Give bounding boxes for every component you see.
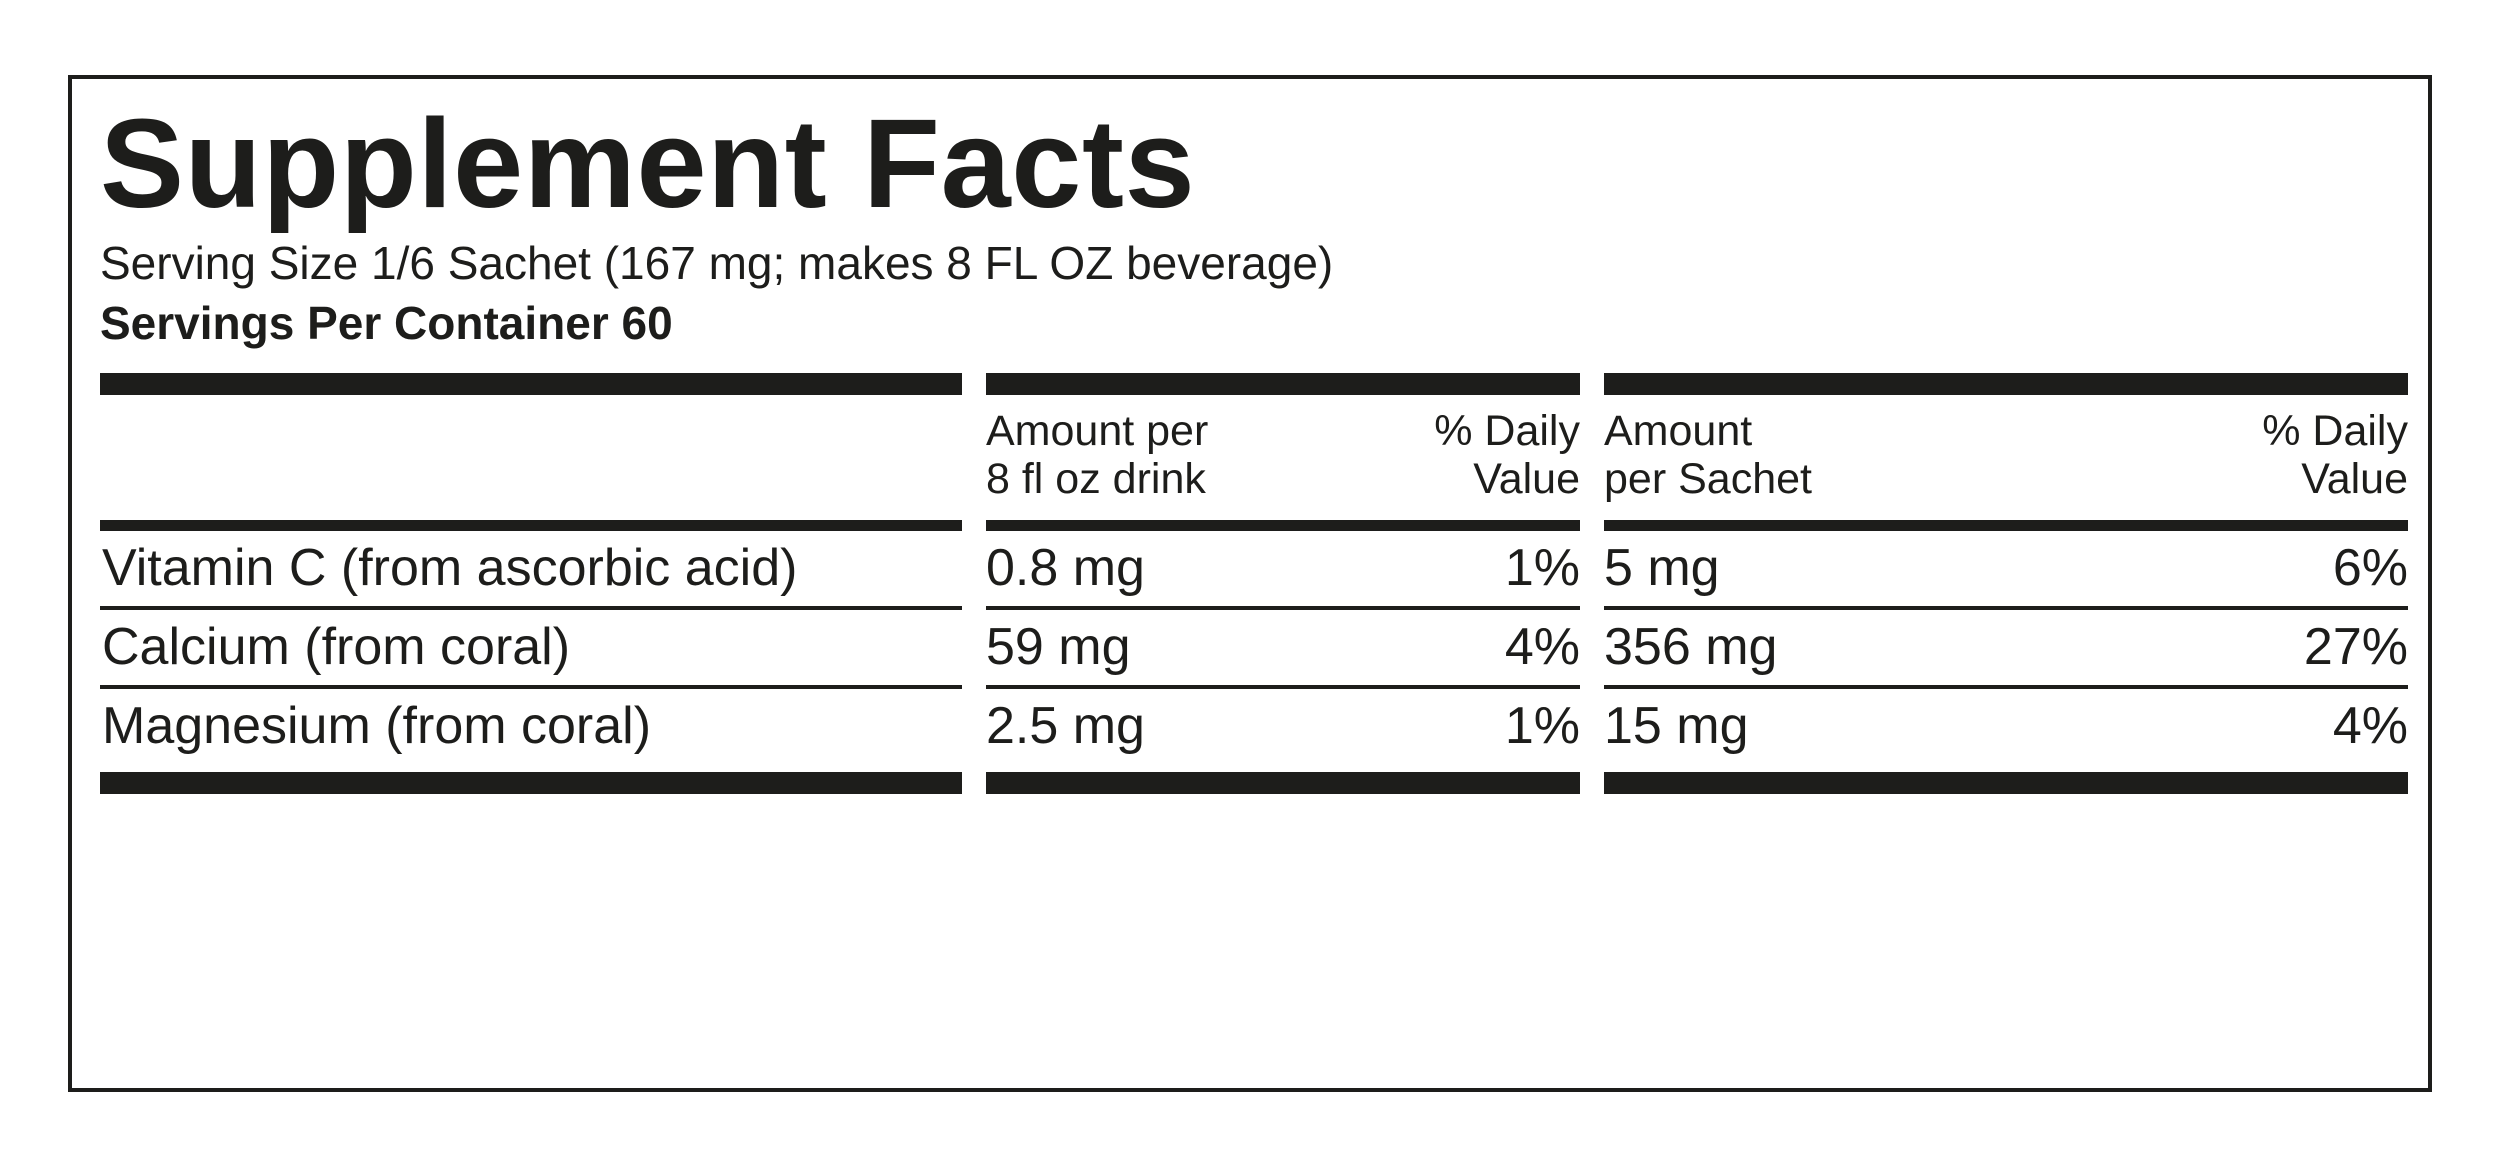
rule-gap: [962, 520, 986, 531]
amount-per-sachet: 15 mg: [1604, 696, 1749, 755]
serving-size-text: Serving Size 1/6 Sachet (167 mg; makes 8…: [100, 237, 1334, 289]
table-row: Vitamin C (from ascorbic acid) 0.8 mg 1%…: [100, 531, 2408, 606]
nutrient-name: Vitamin C (from ascorbic acid): [102, 538, 798, 597]
column-header-amount-per-sachet-line2: per Sachet: [1604, 455, 1812, 504]
rule-bottom: [100, 771, 2408, 794]
rule-segment-sachet: [1604, 684, 2408, 689]
rule-segment-names: [100, 771, 962, 794]
amount-per-sachet: 5 mg: [1604, 538, 1720, 597]
amount-per-sachet: 356 mg: [1604, 617, 1778, 676]
rule-gap: [962, 373, 986, 395]
amount-per-drink: 59 mg: [986, 617, 1131, 676]
row-gap: [1580, 531, 1604, 606]
column-header-daily-value-sachet: % Daily Value: [1904, 395, 2408, 520]
rule-segment-drink: [986, 605, 1580, 610]
column-header-amount-per-drink: Amount per 8 fl oz drink: [986, 395, 1286, 520]
column-header-amount-per-sachet: Amount per Sachet: [1604, 395, 1904, 520]
row-gap: [1580, 610, 1604, 685]
nutrient-name: Calcium (from coral): [102, 617, 571, 676]
daily-value-drink: 1%: [1504, 538, 1580, 597]
rule-segment-drink: [986, 372, 1580, 395]
rule-segment-names: [100, 605, 962, 610]
rule-gap: [1580, 373, 1604, 395]
column-header-daily-value-drink-line2: Value: [1473, 455, 1580, 504]
rule-segment-names: [100, 684, 962, 689]
header-gap: [1580, 395, 1604, 520]
column-header-daily-value-sachet-line2: Value: [2301, 455, 2408, 504]
rule-segment-drink: [986, 519, 1580, 531]
daily-value-sachet: 4%: [2332, 696, 2408, 755]
rule-segment-names: [100, 372, 962, 395]
supplement-facts-panel: Supplement Facts Serving Size 1/6 Sachet…: [68, 75, 2432, 1092]
rule-top: [100, 372, 2408, 395]
column-header-amount-per-drink-line2: 8 fl oz drink: [986, 455, 1206, 504]
nutrient-name: Magnesium (from coral): [102, 696, 652, 755]
amount-per-drink: 0.8 mg: [986, 538, 1145, 597]
table-spacer: [100, 764, 2408, 772]
column-header-daily-value-drink: % Daily Value: [1286, 395, 1580, 520]
row-gap: [962, 531, 986, 606]
rule-row-divider: [100, 605, 2408, 610]
rule-segment-sachet: [1604, 372, 2408, 395]
rule-segment-drink: [986, 771, 1580, 794]
page-title: Supplement Facts: [100, 93, 1196, 234]
amount-per-drink: 2.5 mg: [986, 696, 1145, 755]
rule-segment-sachet: [1604, 519, 2408, 531]
daily-value-sachet: 6%: [2332, 538, 2408, 597]
row-gap: [1580, 689, 1604, 764]
daily-value-sachet: 27%: [2303, 617, 2408, 676]
supplement-facts-content: Supplement Facts Serving Size 1/6 Sachet…: [100, 79, 2408, 1088]
daily-value-drink: 1%: [1504, 696, 1580, 755]
column-header-daily-value-sachet-line1: % Daily: [2262, 406, 2408, 455]
row-gap: [962, 689, 986, 764]
header-gap: [962, 395, 986, 520]
rule-segment-sachet: [1604, 771, 2408, 794]
rule-gap: [962, 772, 986, 794]
nutrition-table: Amount per 8 fl oz drink % Daily Value A…: [100, 372, 2408, 794]
servings-per-container-text: Servings Per Container 60: [100, 296, 673, 349]
rule-segment-drink: [986, 684, 1580, 689]
rule-segment-sachet: [1604, 605, 2408, 610]
row-gap: [962, 610, 986, 685]
column-header-daily-value-drink-line1: % Daily: [1434, 406, 1580, 455]
rule-under-header: [100, 519, 2408, 531]
table-row: Magnesium (from coral) 2.5 mg 1% 15 mg 4…: [100, 689, 2408, 764]
rule-row-divider: [100, 684, 2408, 689]
rule-gap: [1580, 772, 1604, 794]
rule-segment-names: [100, 519, 962, 531]
daily-value-drink: 4%: [1504, 617, 1580, 676]
rule-gap: [1580, 520, 1604, 531]
column-header-amount-per-sachet-line1: Amount: [1604, 406, 1753, 455]
table-header-row: Amount per 8 fl oz drink % Daily Value A…: [100, 395, 2408, 520]
column-header-amount-per-drink-line1: Amount per: [986, 406, 1209, 455]
table-row: Calcium (from coral) 59 mg 4% 356 mg 27%: [100, 610, 2408, 685]
column-header-nutrient: [100, 395, 962, 520]
